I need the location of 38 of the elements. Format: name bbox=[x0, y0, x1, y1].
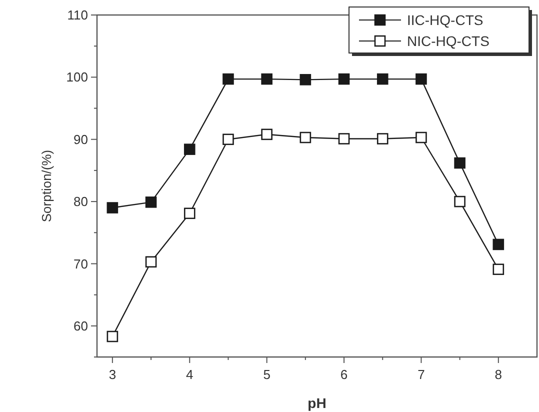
point bbox=[454, 196, 466, 208]
point bbox=[184, 208, 196, 220]
point bbox=[300, 74, 312, 86]
point bbox=[338, 73, 350, 85]
point bbox=[492, 238, 504, 250]
point bbox=[106, 202, 118, 214]
point bbox=[145, 196, 157, 208]
y-tick-label: 70 bbox=[74, 256, 88, 272]
point bbox=[300, 132, 312, 144]
point bbox=[222, 73, 234, 85]
point bbox=[222, 134, 234, 146]
point bbox=[338, 133, 350, 144]
y-tick-label: 100 bbox=[66, 70, 88, 85]
point bbox=[184, 144, 196, 155]
legend-label: NIC-HQ-CTS bbox=[407, 32, 490, 49]
point bbox=[454, 157, 466, 169]
x-tick-label: 3 bbox=[108, 367, 116, 382]
x-tick-label: 6 bbox=[340, 367, 348, 382]
point bbox=[145, 256, 157, 268]
x-axis-title: pH bbox=[308, 395, 326, 411]
y-axis-title: Sorption/(%) bbox=[39, 150, 54, 222]
x-tick-label: 4 bbox=[186, 367, 194, 382]
point bbox=[261, 73, 272, 85]
y-tick-label: 80 bbox=[74, 194, 88, 210]
point bbox=[261, 128, 272, 140]
y-tick-label: 110 bbox=[67, 8, 88, 23]
y-tick-label: 90 bbox=[74, 132, 88, 147]
x-tick-label: 5 bbox=[263, 367, 270, 382]
legend-label: IIC-HQ-CTS bbox=[407, 12, 484, 28]
point bbox=[492, 264, 504, 275]
x-tick-label: 7 bbox=[418, 367, 425, 382]
y-tick-label: 60 bbox=[74, 318, 88, 334]
point bbox=[376, 73, 388, 85]
point bbox=[376, 133, 388, 144]
point bbox=[106, 330, 118, 342]
point bbox=[416, 132, 427, 144]
x-tick-label: 8 bbox=[494, 367, 502, 382]
point bbox=[416, 73, 427, 85]
